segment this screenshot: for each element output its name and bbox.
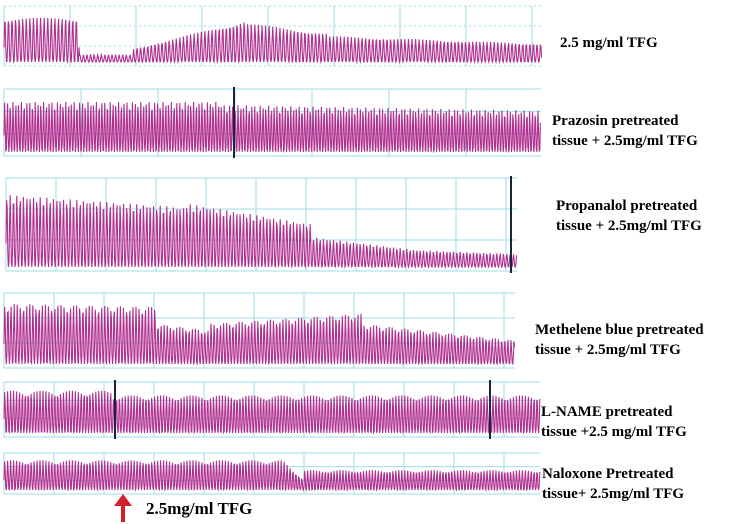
panel-1-label: 2.5 mg/ml TFG	[560, 33, 658, 53]
panel-5-label: L-NAME pretreated tissue +2.5 mg/ml TFG	[541, 402, 687, 442]
panel-4-label-line-1: Methelene blue pretreated	[535, 322, 704, 338]
panel-2-label: Prazosin pretreated tissue + 2.5mg/ml TF…	[552, 111, 698, 151]
trace-line-panel-2	[3, 101, 541, 154]
panel-3-label: Propanalol pretreated tissue + 2.5mg/ml …	[556, 196, 702, 236]
trace-line-panel-1	[3, 17, 543, 65]
treatment-arrow-label: 2.5mg/ml TFG	[146, 499, 253, 518]
panel-2-label-line-1: Prazosin pretreated	[552, 113, 679, 129]
panel-6-label: Naloxone Pretreated tissue+ 2.5mg/ml TFG	[542, 464, 684, 504]
panel-4-label: Methelene blue pretreated tissue + 2.5mg…	[535, 320, 704, 360]
treatment-arrow-head	[114, 494, 132, 506]
trace-line-panel-5	[3, 390, 541, 435]
panel-6-label-line-2: tissue+ 2.5mg/ml TFG	[542, 486, 685, 502]
panel-2-label-line-2: tissue + 2.5mg/ml TFG	[552, 133, 698, 149]
panel-4-label-line-2: tissue + 2.5mg/ml TFG	[535, 342, 681, 358]
panel-3-label-line-2: tissue + 2.5mg/ml TFG	[556, 218, 702, 234]
trace-line-panel-4	[3, 304, 516, 366]
panel-3-label-line-1: Propanalol pretreated	[556, 198, 698, 214]
panel-1-label-line-1: 2.5 mg/ml TFG	[560, 35, 658, 51]
panel-6-label-line-1: Naloxone Pretreated	[542, 466, 674, 482]
panel-5-label-line-2: tissue +2.5 mg/ml TFG	[541, 424, 687, 440]
trace-line-panel-3	[5, 195, 518, 270]
panel-5-label-line-1: L-NAME pretreated	[541, 404, 673, 420]
trace-line-panel-6	[3, 460, 541, 492]
